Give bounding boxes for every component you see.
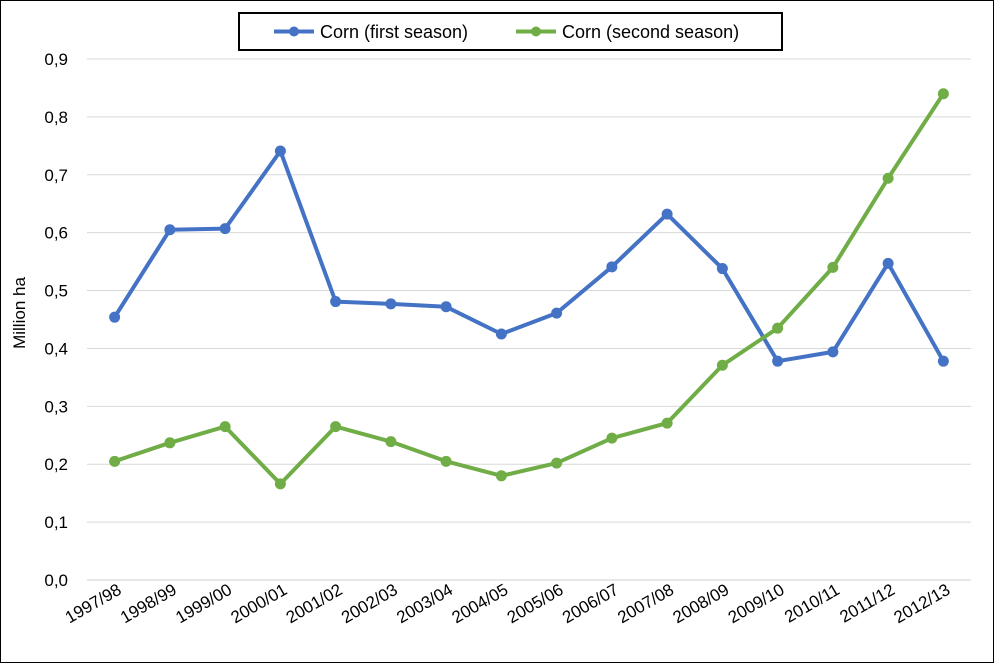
data-point-second-season [772,322,784,334]
data-point-second-season [164,437,176,449]
y-tick-label: 0,5 [44,282,68,301]
data-point-second-season [937,88,949,100]
y-axis-tick-labels: 0,0 0,1 0,2 0,3 0,4 0,5 0,6 0,7 0,8 0,9 [44,50,68,590]
x-tick-label: 2000/01 [228,580,291,627]
data-point-first-season [274,145,286,157]
x-axis-tick-labels: 1997/981998/991999/002000/012001/022002/… [62,580,953,627]
y-tick-label: 0,9 [44,50,68,69]
x-tick-label: 2012/13 [891,580,954,627]
data-point-first-season [606,261,618,273]
x-tick-label: 2004/05 [449,580,512,627]
x-tick-label: 2006/07 [559,580,622,627]
data-point-first-season [937,355,949,367]
data-point-second-season [330,421,342,433]
x-tick-label: 2005/06 [504,580,567,627]
y-tick-label: 0,6 [44,224,68,243]
x-tick-label: 1997/98 [62,580,125,627]
legend-label-first-season: Corn (first season) [320,22,468,42]
x-tick-label: 2002/03 [338,580,401,627]
x-tick-label: 1999/00 [172,580,235,627]
data-point-second-season [882,172,894,184]
x-tick-label: 2007/08 [614,580,677,627]
legend: Corn (first season) Corn (second season) [238,12,783,51]
series-line-first-season [112,149,946,364]
y-tick-label: 0,2 [44,455,68,474]
gridlines [87,58,971,581]
data-point-second-season [109,455,121,467]
data-point-second-season [440,455,452,467]
data-point-first-season [882,257,894,269]
series-layer [109,88,949,490]
series-line-second-season [112,91,946,486]
legend-marker-second-season [531,26,541,37]
data-point-first-season [551,307,563,319]
data-point-first-season [495,328,507,340]
data-point-second-season [661,417,673,429]
data-point-second-season [385,436,397,448]
y-tick-label: 0,0 [44,571,68,590]
data-point-first-season [716,263,728,275]
data-point-second-season [274,478,286,490]
data-point-first-season [772,355,784,367]
x-tick-label: 2009/10 [725,580,788,627]
data-point-second-season [606,432,618,444]
data-point-first-season [385,298,397,310]
x-tick-label: 1998/99 [117,580,180,627]
y-tick-label: 0,8 [44,108,68,127]
x-tick-label: 2008/09 [670,580,733,627]
data-point-first-season [330,296,342,308]
data-point-second-season [827,261,839,273]
data-point-first-season [109,311,121,323]
y-tick-label: 0,3 [44,397,68,416]
data-point-second-season [551,457,563,469]
data-point-first-season [440,301,452,313]
x-tick-label: 2003/04 [393,580,456,627]
y-axis-title: Million ha [10,277,29,349]
data-point-first-season [219,223,231,235]
y-tick-label: 0,7 [44,166,68,185]
legend-marker-first-season [289,26,299,37]
y-tick-label: 0,1 [44,513,68,532]
data-point-first-season [164,224,176,236]
data-point-second-season [219,421,231,433]
legend-label-second-season: Corn (second season) [562,22,739,42]
data-point-second-season [495,470,507,482]
data-point-second-season [716,359,728,371]
x-tick-label: 2001/02 [283,580,346,627]
legend-box [238,12,783,51]
y-tick-label: 0,4 [44,339,68,358]
data-point-first-season [827,346,839,358]
x-tick-label: 2011/12 [836,580,898,627]
data-point-first-season [661,208,673,220]
x-tick-label: 2010/11 [781,580,843,627]
